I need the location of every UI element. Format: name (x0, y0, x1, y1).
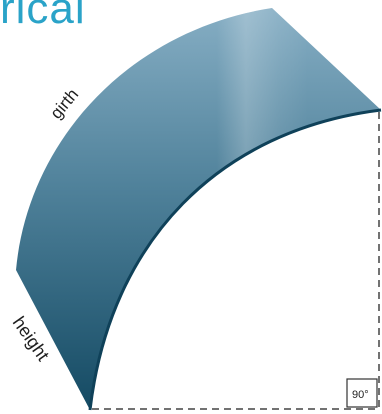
right-angle-marker (346, 378, 378, 408)
page-heading: rical (0, 0, 86, 33)
panel-inner-edge (88, 108, 382, 411)
curved-panel (16, 8, 382, 411)
girth-label: girth (47, 85, 83, 123)
angle-label: 90° (352, 389, 369, 401)
right-angle-guides (92, 112, 380, 410)
